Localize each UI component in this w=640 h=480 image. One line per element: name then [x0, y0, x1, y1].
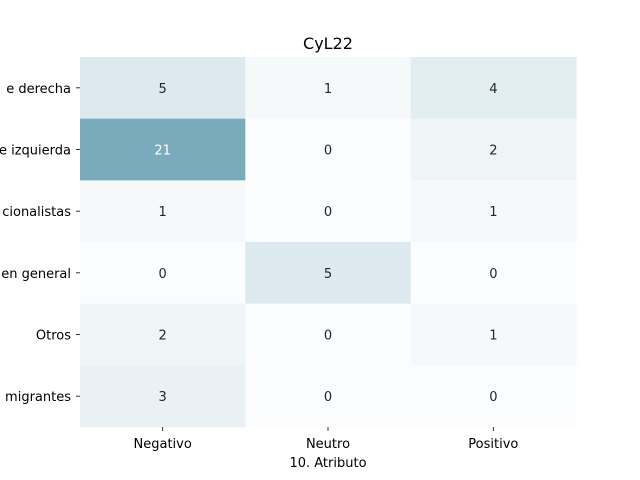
cell-value-label: 21	[154, 144, 171, 159]
cell-value-label: 0	[324, 329, 332, 344]
y-tick-label: migrantes	[5, 390, 71, 405]
x-tick-label: Positivo	[468, 437, 518, 452]
heatmap-cell	[410, 118, 577, 181]
heatmap-cell	[245, 242, 412, 305]
cell-value-label: 1	[489, 329, 497, 344]
cell-value-label: 3	[159, 390, 167, 405]
heatmap-cells: 5 1 421 0 21 0 10 5 02 0 13 0 0	[80, 57, 577, 428]
heatmap-cell	[410, 365, 577, 428]
cell-value-label: 0	[489, 390, 497, 405]
cell-value-label: 5	[324, 267, 332, 282]
chart-title: CyL22	[303, 34, 353, 53]
y-axis: e derecha e izquierda cionalistas en genera…	[0, 82, 80, 405]
cell-value-label: 5	[159, 82, 167, 97]
heatmap-cell	[410, 242, 577, 305]
cell-value-label: 1	[489, 205, 497, 220]
heatmap-cell	[245, 303, 412, 366]
cell-value-label: 2	[159, 329, 167, 344]
heatmap-cell	[80, 118, 246, 181]
y-tick-label: Otros	[36, 329, 71, 344]
y-tick-label: e derecha	[6, 82, 71, 97]
heatmap-cell	[245, 118, 412, 181]
y-tick-label: cionalistas	[2, 205, 71, 220]
heatmap-cell	[245, 365, 412, 428]
cell-value-label: 1	[159, 205, 167, 220]
x-tick-label: Neutro	[306, 437, 350, 452]
x-tick-label: Negativo	[134, 437, 192, 452]
heatmap-cell	[80, 180, 246, 243]
cell-value-label: 4	[489, 82, 497, 97]
cell-value-label: 0	[324, 205, 332, 220]
y-tick-label: en general	[1, 267, 71, 282]
cell-value-label: 1	[324, 82, 332, 97]
cell-value-label: 2	[489, 144, 497, 159]
cell-value-label: 0	[159, 267, 167, 282]
heatmap-cell	[410, 303, 577, 366]
x-axis-label: 10. Atributo	[289, 456, 366, 471]
cell-value-label: 0	[324, 144, 332, 159]
heatmap-cell	[80, 57, 246, 120]
heatmap-cell	[80, 242, 246, 305]
heatmap-cell	[245, 180, 412, 243]
cell-value-label: 0	[324, 390, 332, 405]
heatmap-cell	[80, 303, 246, 366]
cell-value-label: 0	[489, 267, 497, 282]
y-tick-label: e izquierda	[0, 144, 71, 159]
heatmap-cell	[410, 57, 577, 120]
heatmap-cell	[410, 180, 577, 243]
x-axis: Negativo Neutro Positivo	[134, 427, 518, 452]
heatmap-cell	[245, 57, 412, 120]
heatmap-cell	[80, 365, 246, 428]
